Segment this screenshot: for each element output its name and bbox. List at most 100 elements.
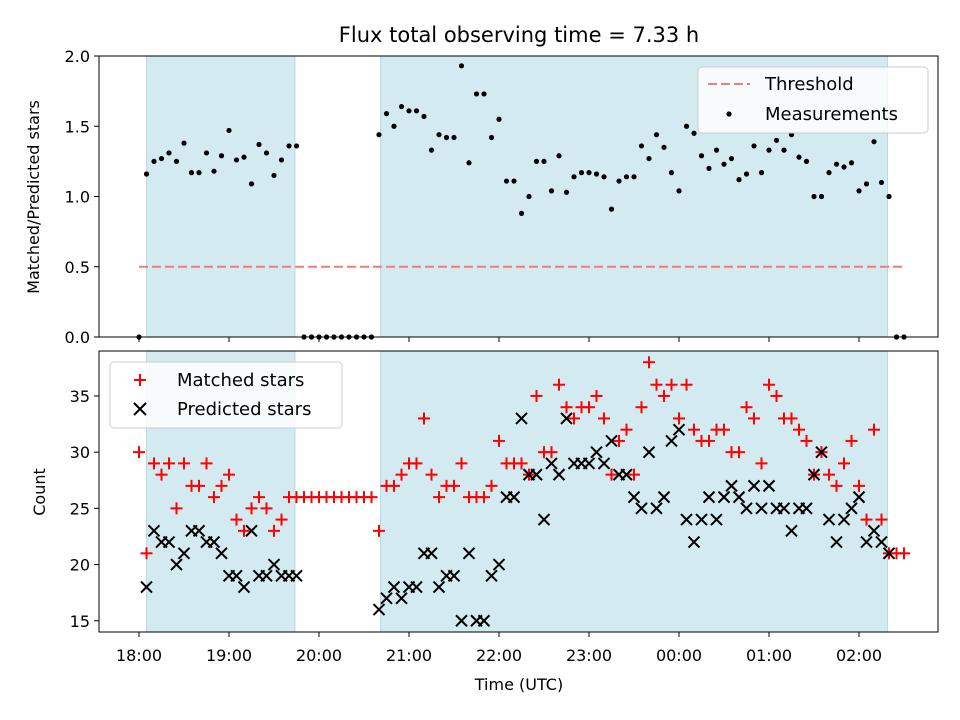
predicted-star-point bbox=[605, 434, 618, 448]
matched-star-point bbox=[673, 412, 685, 425]
measurement-point bbox=[496, 116, 502, 122]
measurement-point bbox=[278, 157, 285, 163]
matched-star-point bbox=[155, 468, 168, 481]
measurement-point bbox=[466, 160, 472, 166]
matched-star-point bbox=[868, 423, 880, 436]
predicted-star-point bbox=[545, 457, 558, 470]
measurement-point bbox=[398, 103, 405, 110]
legend-measurements-label: Measurements bbox=[765, 104, 898, 125]
predicted-star-point bbox=[867, 524, 881, 538]
predicted-star-point bbox=[215, 547, 228, 560]
predicted-star-point bbox=[635, 502, 648, 515]
measurement-point bbox=[638, 143, 645, 149]
matched-star-point bbox=[898, 547, 910, 560]
matched-star-point bbox=[853, 479, 865, 492]
measurement-point bbox=[226, 127, 232, 134]
matched-star-point bbox=[740, 401, 753, 414]
matched-star-point bbox=[238, 524, 250, 537]
predicted-star-point bbox=[650, 502, 663, 515]
predicted-star-point bbox=[492, 558, 506, 571]
predicted-star-point bbox=[627, 490, 641, 504]
predicted-star-point bbox=[680, 513, 693, 526]
measurement-point bbox=[601, 174, 607, 180]
matched-star-point bbox=[148, 457, 160, 470]
matched-star-point bbox=[658, 389, 670, 402]
bottom-panel-frame bbox=[98, 350, 939, 633]
predicted-star-point bbox=[237, 580, 251, 594]
matched-star-point bbox=[133, 446, 145, 459]
measurement-point bbox=[248, 181, 255, 187]
predicted-star-point bbox=[717, 490, 731, 504]
predicted-star-point bbox=[747, 479, 761, 493]
measurement-point bbox=[571, 174, 577, 180]
bottom-shade-band bbox=[380, 350, 888, 633]
matched-star-point bbox=[590, 389, 603, 402]
measurement-point bbox=[383, 111, 390, 117]
measurement-point bbox=[481, 91, 487, 97]
measurement-point bbox=[593, 171, 600, 177]
predicted-star-point bbox=[732, 490, 746, 504]
predicted-star-point bbox=[672, 423, 686, 436]
top-y-tick-label: 0.0 bbox=[65, 328, 90, 347]
measurement-points bbox=[136, 63, 907, 340]
predicted-star-point bbox=[740, 502, 753, 515]
measurement-point bbox=[826, 170, 832, 176]
measurement-point bbox=[548, 188, 555, 194]
matched-star-point bbox=[800, 434, 813, 447]
predicted-star-point bbox=[395, 592, 408, 605]
measurement-point bbox=[511, 178, 517, 184]
measurement-point bbox=[233, 157, 240, 163]
measurement-point bbox=[811, 193, 817, 200]
matched-star-point bbox=[493, 434, 505, 447]
matched-star-point bbox=[553, 378, 565, 391]
x-tick-label: 00:00 bbox=[656, 646, 702, 665]
matched-star-point bbox=[418, 412, 430, 425]
matched-star-point bbox=[635, 401, 648, 414]
matched-star-point bbox=[583, 401, 595, 414]
top-y-tick-label: 2.0 bbox=[65, 47, 90, 66]
legend-matched-label: Matched stars bbox=[177, 370, 304, 391]
top-shade-band bbox=[146, 55, 296, 338]
matched-star-point bbox=[478, 491, 490, 504]
measurement-point bbox=[293, 143, 300, 149]
matched-star-point bbox=[703, 434, 715, 447]
matched-star-point bbox=[373, 524, 385, 537]
predicted-stars-points bbox=[140, 412, 896, 627]
predicted-star-point bbox=[177, 547, 191, 560]
predicted-star-point bbox=[170, 558, 183, 571]
predicted-star-point bbox=[837, 513, 851, 526]
measurement-point bbox=[758, 170, 765, 176]
measurement-point bbox=[218, 153, 225, 159]
measurement-point bbox=[526, 193, 532, 200]
predicted-star-point bbox=[710, 513, 723, 526]
matched-star-point bbox=[455, 457, 468, 470]
predicted-star-point bbox=[485, 569, 498, 583]
measurement-point bbox=[563, 189, 570, 195]
measurement-point bbox=[541, 158, 547, 164]
predicted-star-point bbox=[755, 502, 768, 515]
top-y-tick-label: 0.5 bbox=[65, 258, 90, 277]
measurement-point bbox=[488, 134, 495, 141]
measurement-point bbox=[203, 150, 210, 156]
matched-star-point bbox=[605, 468, 618, 481]
measurement-point bbox=[286, 143, 292, 149]
bottom-y-axis-title: Count bbox=[30, 468, 49, 516]
bottom-y-axis: 15 20 25 30 35 bbox=[70, 387, 99, 631]
matched-star-point bbox=[793, 423, 805, 436]
measurement-point bbox=[661, 144, 667, 150]
legend-measurements-swatch bbox=[726, 111, 732, 117]
measurement-point bbox=[428, 147, 435, 153]
matched-star-point bbox=[260, 502, 273, 515]
matched-star-point bbox=[388, 479, 400, 492]
measurement-point bbox=[698, 153, 705, 159]
measurement-point bbox=[533, 158, 540, 164]
measurement-point bbox=[211, 168, 217, 174]
measurement-point bbox=[181, 140, 187, 146]
measurement-point bbox=[608, 206, 615, 212]
measurement-point bbox=[818, 193, 825, 200]
predicted-star-point bbox=[875, 535, 888, 549]
matched-star-point bbox=[223, 468, 235, 481]
predicted-star-point bbox=[207, 535, 221, 549]
bottom-x-axis: 18:00 19:00 20:00 21:00 22:00 23:00 00:00 01:00… bbox=[116, 632, 882, 665]
predicted-star-point bbox=[537, 513, 551, 526]
